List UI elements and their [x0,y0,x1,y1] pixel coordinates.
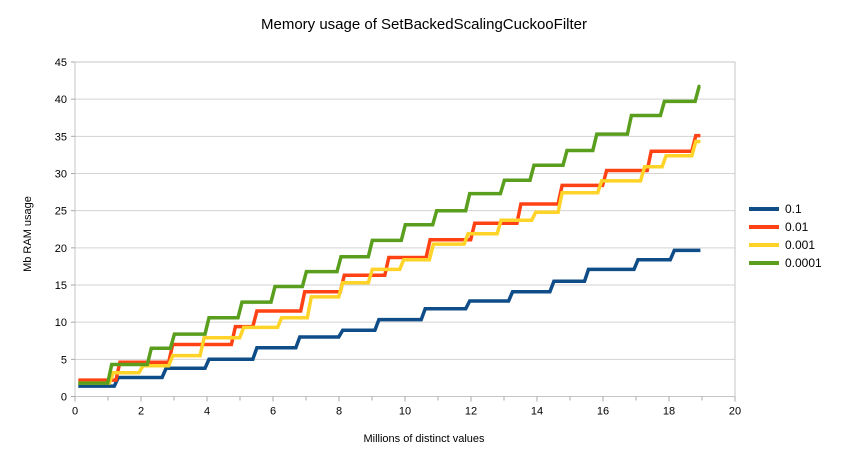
y-tick-label: 20 [55,243,67,255]
y-tick-label: 5 [61,354,67,366]
x-tick-label: 16 [597,406,609,418]
x-tick-label: 14 [531,406,543,418]
y-tick-label: 30 [55,169,67,181]
x-axis-title: Millions of distinct values [363,433,485,445]
x-tick-label: 20 [729,406,741,418]
x-tick-label: 8 [336,406,342,418]
legend-swatch-icon [749,225,779,229]
legend-label: 0.1 [785,202,802,216]
series-line-0.1 [78,248,701,388]
legend-swatch-icon [749,243,779,247]
legend-item-0.01: 0.01 [749,218,822,236]
series-line-0.01 [78,133,701,382]
x-tick-label: 10 [399,406,411,418]
legend-label: 0.01 [785,220,809,234]
legend: 0.1 0.01 0.001 0.0001 [749,200,822,272]
x-tick-label: 18 [663,406,675,418]
legend-item-0.0001: 0.0001 [749,254,822,272]
x-tick-label: 6 [270,406,276,418]
x-tick-label: 0 [72,406,78,418]
y-tick-label: 0 [61,392,67,404]
y-tick-label: 15 [55,280,67,292]
y-tick-label: 40 [55,94,67,106]
y-tick-label: 45 [55,57,67,69]
x-tick-label: 4 [204,406,210,418]
legend-swatch-icon [749,207,779,211]
legend-label: 0.001 [785,238,816,252]
legend-swatch-icon [749,261,779,265]
chart-title: Memory usage of SetBackedScalingCuckooFi… [261,16,587,33]
legend-item-0.001: 0.001 [749,236,822,254]
y-tick-label: 25 [55,206,67,218]
x-tick-label: 12 [465,406,477,418]
series-line-0.0001 [78,84,701,385]
y-axis-title: Mb RAM usage [22,196,34,272]
series-line-0.001 [78,139,701,385]
y-tick-label: 35 [55,131,67,143]
legend-label: 0.0001 [785,256,822,270]
legend-item-0.1: 0.1 [749,200,822,218]
x-tick-label: 2 [138,406,144,418]
y-tick-label: 10 [55,317,67,329]
